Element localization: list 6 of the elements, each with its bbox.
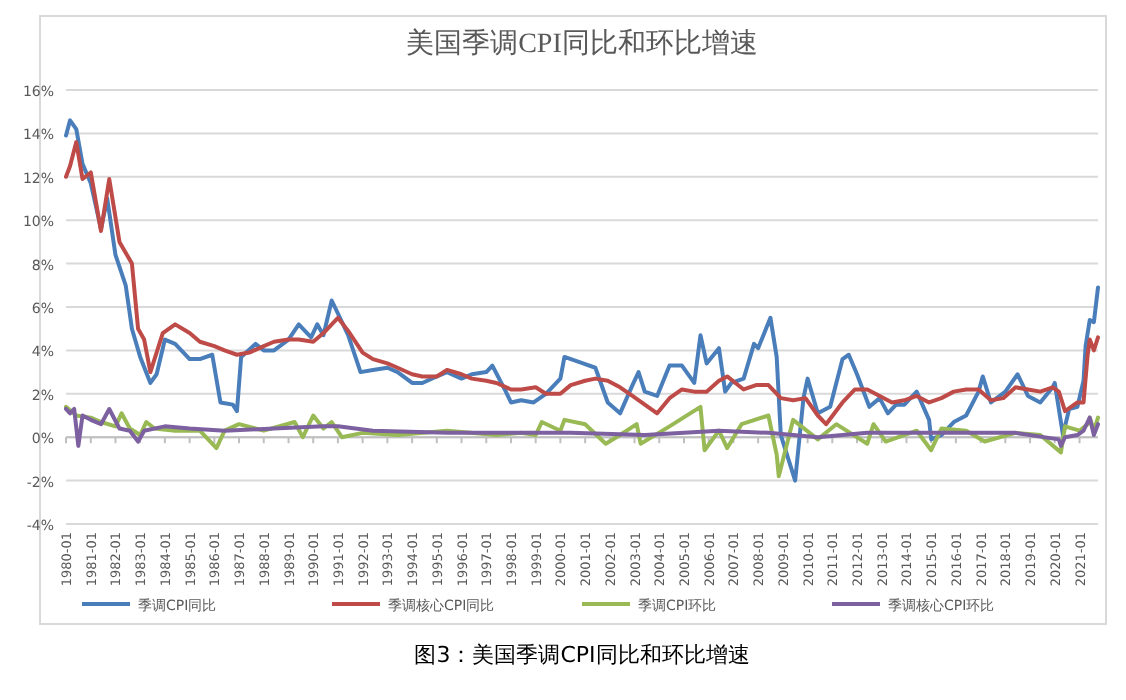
chart-title: 美国季调CPI同比和环比增速 — [406, 28, 758, 60]
line-series — [64, 406, 1100, 448]
line-series — [64, 404, 1100, 479]
line-series — [64, 140, 1100, 427]
line-series — [64, 118, 1100, 483]
caption: 图3：美国季调CPI同比和环比增速 — [414, 642, 750, 668]
